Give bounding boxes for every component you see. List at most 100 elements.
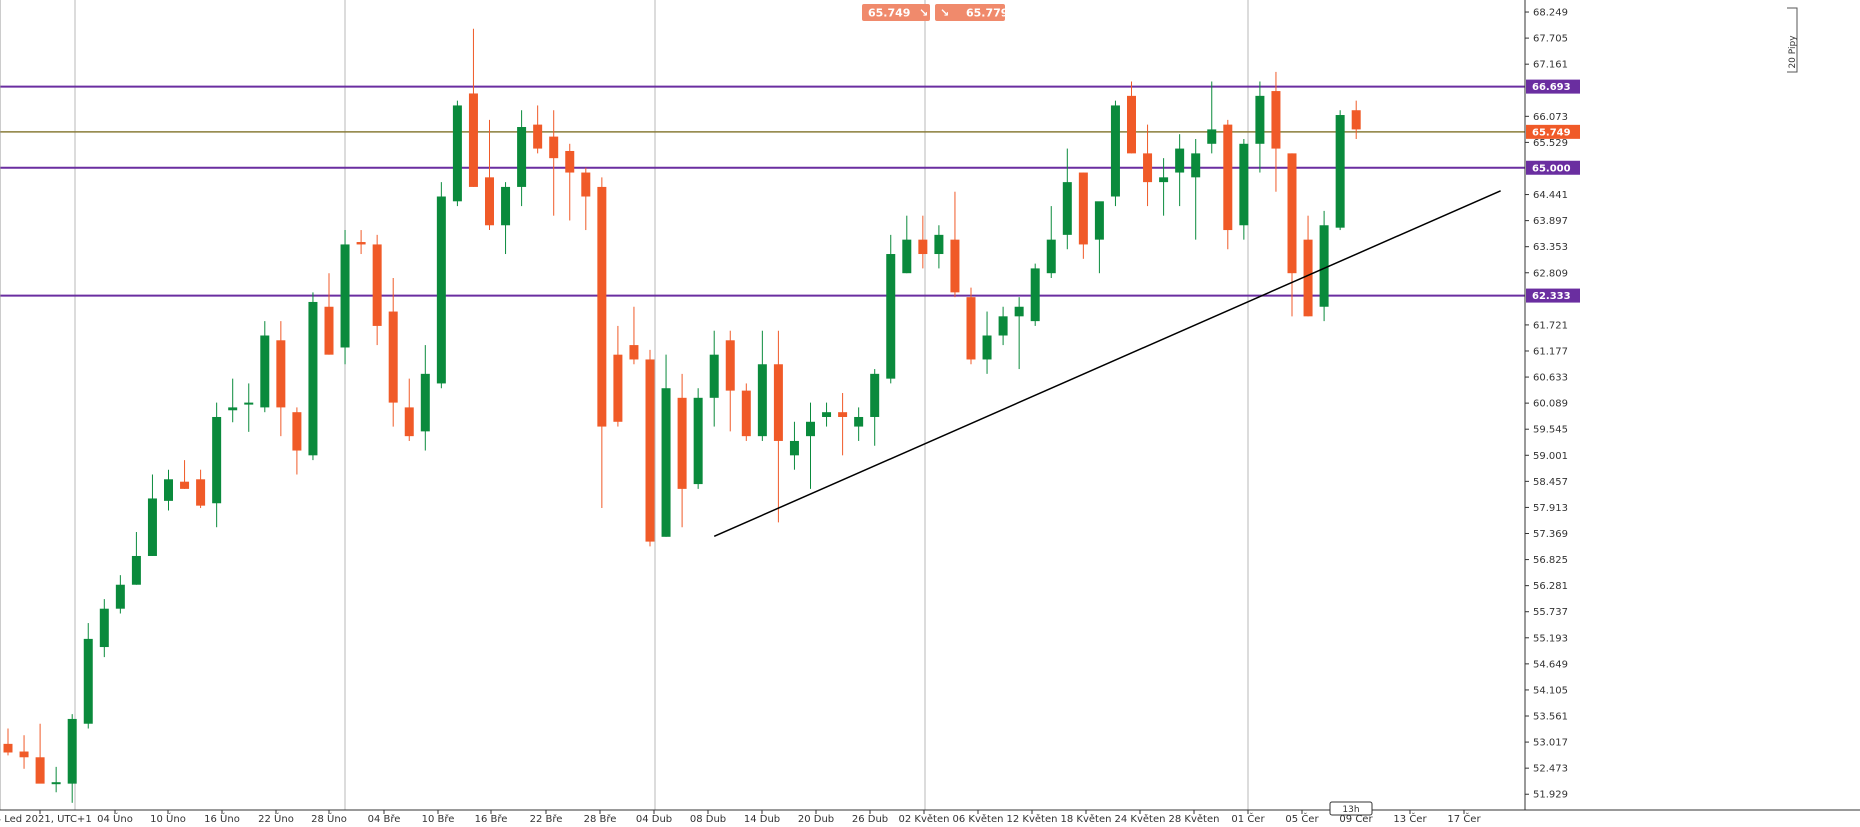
candle-body xyxy=(485,177,494,226)
candle-body xyxy=(35,757,45,784)
candle-body xyxy=(1255,95,1265,144)
level-badge xyxy=(1526,79,1580,94)
grid-layer xyxy=(74,0,1249,810)
level-label: 65.000 xyxy=(1532,163,1571,174)
x-tick-label: 08 Dub xyxy=(690,814,726,825)
y-tick-label: 60.089 xyxy=(1533,399,1568,410)
candle-body xyxy=(51,782,61,785)
x-tick-label: 28 Bře xyxy=(584,813,617,825)
y-tick-label: 57.369 xyxy=(1533,529,1568,540)
candle-body xyxy=(292,412,302,451)
candle-body xyxy=(308,301,318,456)
candle-body xyxy=(757,364,767,437)
pip-scale-bracket xyxy=(1787,7,1798,73)
candle-body xyxy=(67,718,77,784)
candle-body xyxy=(115,584,125,609)
y-tick-label: 56.281 xyxy=(1533,581,1568,592)
y-tick-label: 60.633 xyxy=(1533,373,1568,384)
candle-body xyxy=(452,105,462,202)
candle-body xyxy=(1335,115,1345,228)
candle-body xyxy=(677,397,687,489)
candle-body xyxy=(99,608,109,648)
trendline xyxy=(713,190,1501,538)
x-tick-label: 13 Čer xyxy=(1393,812,1427,825)
candle-body xyxy=(340,244,350,348)
candle-body xyxy=(1319,225,1329,307)
candle-body xyxy=(789,440,799,456)
candle-body xyxy=(404,407,414,437)
level-label: 62.333 xyxy=(1532,291,1571,302)
candle-body xyxy=(388,311,398,403)
pip-scale-label: 20 Pipy xyxy=(1788,35,1798,69)
y-tick-label: 59.545 xyxy=(1533,425,1568,436)
x-tick-label: 22 Úno xyxy=(258,812,294,825)
y-tick-label: 55.737 xyxy=(1533,607,1568,618)
candle-body xyxy=(1127,95,1136,154)
candle-body xyxy=(725,340,735,391)
y-tick-label: 61.177 xyxy=(1533,346,1568,357)
candle-body xyxy=(19,751,29,758)
x-tick-label: 12 Květen xyxy=(1007,813,1058,825)
candle-body xyxy=(196,479,206,506)
x-tick-label: 17 Čer xyxy=(1447,812,1481,825)
y-tick-label: 63.897 xyxy=(1533,216,1568,227)
x-tick-label: 16 Úno xyxy=(204,812,240,825)
candle-body xyxy=(501,186,511,226)
y-tick-label: 68.249 xyxy=(1533,8,1568,19)
x-tick-label: 02 Květen xyxy=(899,813,950,825)
candle-body xyxy=(1351,110,1361,130)
y-tick-label: 51.929 xyxy=(1533,790,1568,801)
x-tick-label: 04 Bře xyxy=(368,813,401,825)
candle-body xyxy=(3,743,13,753)
candle-body xyxy=(902,239,912,274)
candle-body xyxy=(806,421,815,437)
candle-body xyxy=(244,402,254,405)
y-tick-label: 52.473 xyxy=(1533,764,1568,775)
candle-body xyxy=(886,254,896,379)
candle-body xyxy=(372,244,382,326)
y-tick-label: 67.705 xyxy=(1533,34,1568,45)
candle-body xyxy=(581,172,591,197)
x-tick-label: 28 Květen xyxy=(1169,813,1220,825)
candle-body xyxy=(709,354,719,398)
y-tick-label: 53.017 xyxy=(1533,738,1568,749)
candle-body xyxy=(1094,201,1104,240)
overlays: 65.749 ↘ ↘ 65.779 20 Pipy 13h xyxy=(862,4,1798,816)
bid-label: 65.749 xyxy=(868,7,910,20)
x-tick-label: 10 Bře xyxy=(422,813,455,825)
y-tick-label: 62.809 xyxy=(1533,268,1568,279)
candle-body xyxy=(1143,153,1153,183)
candle-body xyxy=(565,150,575,173)
candle-body xyxy=(1223,124,1233,231)
current-price-badge xyxy=(1526,124,1580,139)
x-tick-label: 10 Úno xyxy=(150,812,186,825)
candle-body xyxy=(1110,105,1120,197)
ask-badge xyxy=(935,4,1005,21)
candle-body xyxy=(1175,148,1185,173)
candle-body xyxy=(1271,91,1281,149)
y-tick-label: 53.561 xyxy=(1533,712,1568,723)
ask-arrow-icon: ↘ xyxy=(940,7,949,20)
timer-label: 13h xyxy=(1342,805,1359,815)
y-tick-label: 54.649 xyxy=(1533,659,1568,670)
candle-body xyxy=(661,388,671,537)
bid-arrow-icon: ↘ xyxy=(919,7,928,20)
candle-body xyxy=(549,136,559,159)
candle-body xyxy=(180,481,190,489)
candle-body xyxy=(822,412,832,417)
x-tick-label: 06 Květen xyxy=(953,813,1004,825)
y-tick-label: 65.529 xyxy=(1533,138,1568,149)
candle-body xyxy=(1030,268,1040,322)
horizontal-levels: 66.693 65.000 62.333 65.749 xyxy=(0,79,1580,303)
timer-badge xyxy=(1329,801,1373,816)
candle-body xyxy=(950,239,960,293)
candle-body xyxy=(773,364,783,441)
x-tick-label: 26 Dub xyxy=(852,814,888,825)
trendline-layer xyxy=(713,190,1501,538)
candle-body xyxy=(934,234,944,255)
candle-body xyxy=(517,127,527,187)
candle-body xyxy=(1014,306,1024,317)
candle-body xyxy=(356,242,366,245)
candle-body xyxy=(613,354,623,422)
